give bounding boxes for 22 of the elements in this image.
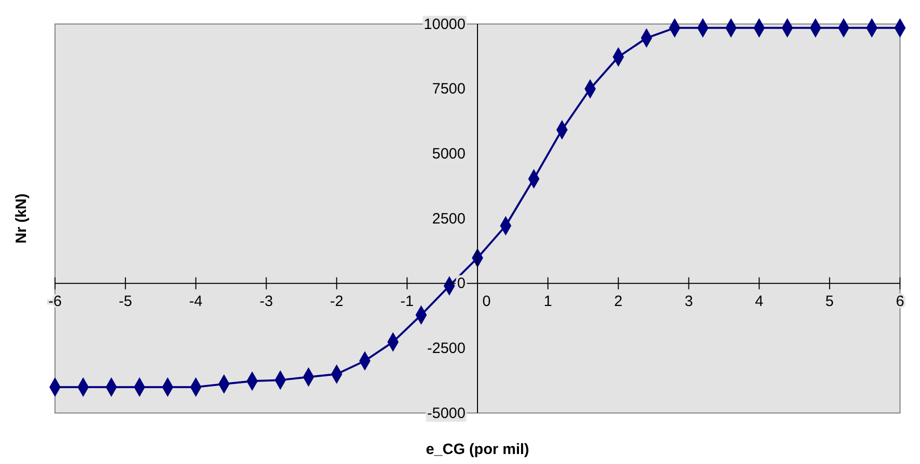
x-tick-label: -1 [400, 292, 414, 310]
x-tick-label: 6 [896, 292, 904, 310]
x-tick-label: -2 [330, 292, 344, 310]
y-tick-label: 0 [457, 275, 466, 292]
x-tick-label: -4 [189, 292, 203, 310]
y-tick-label: 7500 [432, 80, 466, 98]
x-tick-label: 3 [684, 292, 693, 310]
x-tick-label: 2 [614, 292, 623, 310]
y-axis-title: Nr (kN) [13, 193, 30, 244]
y-tick-label: -2500 [427, 340, 466, 357]
x-tick-label: -3 [260, 292, 273, 310]
y-tick-label: 5000 [432, 145, 466, 162]
x-tick-label: 1 [544, 292, 552, 310]
x-axis-title: e_CG (por mil) [426, 441, 530, 458]
y-tick-label: -5000 [427, 404, 466, 422]
y-tick-label: 2500 [432, 210, 466, 228]
x-tick-label: -5 [118, 292, 132, 310]
x-tick-label: 5 [825, 292, 834, 310]
x-tick-label: -6 [48, 292, 62, 310]
y-tick-label: 10000 [424, 16, 466, 33]
x-tick-label: 0 [482, 292, 491, 310]
x-tick-label: 4 [754, 292, 764, 310]
